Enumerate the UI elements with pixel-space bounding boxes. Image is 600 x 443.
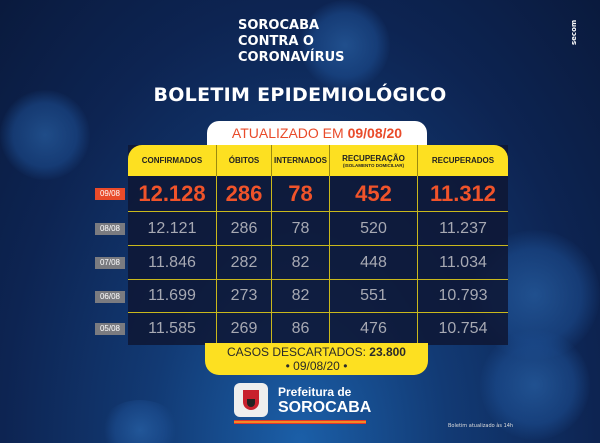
table-cell: 452 [330, 176, 418, 211]
column-label: ÓBITOS [228, 156, 260, 165]
prefeitura-logo: Prefeitura de SOROCABA [234, 383, 371, 424]
table-cell: 82 [272, 280, 330, 312]
table-cell: 269 [217, 313, 272, 345]
table-cell: 10.793 [438, 287, 488, 304]
campaign-title-line: CORONAVÍRUS [238, 50, 345, 65]
table-cell: 282 [217, 246, 272, 279]
column-label: CONFIRMADOS [141, 156, 203, 165]
campaign-title: SOROCABA CONTRA O CORONAVÍRUS [238, 18, 368, 66]
table-cell: 11.585 [128, 313, 217, 345]
column-header: RECUPERAÇÃO (ISOLAMENTO DOMICILIAR) [330, 145, 418, 176]
table-cell: 551 [330, 280, 418, 312]
table-cell: 86 [272, 313, 330, 345]
column-header: INTERNADOS [272, 145, 330, 176]
column-label: INTERNADOS [274, 156, 327, 165]
table-cell: 286 [217, 176, 272, 211]
row-date: 09/08 [95, 188, 125, 200]
flag-stripe [234, 420, 366, 424]
campaign-title-line: CONTRA O [238, 34, 314, 49]
row-date: 06/08 [95, 290, 125, 303]
table-cell: 11.699 [128, 280, 217, 312]
updated-banner: ATUALIZADO EM 09/08/20 [207, 121, 427, 145]
row-date: 05/08 [95, 323, 125, 335]
campaign-title-line: SOROCABA [238, 18, 320, 33]
table-row: 11.846 282 82 448 11.034 [128, 246, 508, 280]
discarded-date: • 09/08/20 • [285, 359, 348, 373]
table-row: 11.699 273 82 551 10.793 [128, 280, 508, 313]
column-label: RECUPERAÇÃO [342, 153, 405, 163]
table-row: 12.128 286 78 452 11.312 [128, 176, 508, 212]
table-cell: 273 [217, 280, 272, 312]
table-cell: 520 [330, 212, 418, 245]
update-note: Boletim atualizado às 14h [448, 423, 514, 429]
updated-date: 09/08/20 [347, 125, 403, 141]
column-header: CONFIRMADOS [128, 145, 217, 176]
table-cell: 78 [272, 212, 330, 245]
column-header: ÓBITOS [217, 145, 272, 176]
table-header: CONFIRMADOS ÓBITOS INTERNADOS RECUPERAÇÃ… [128, 145, 508, 176]
column-header: RECUPERADOS [418, 145, 508, 176]
coat-of-arms-icon [234, 383, 268, 417]
table-cell: 12.121 [128, 212, 217, 245]
virus-decoration [100, 400, 180, 443]
column-label: RECUPERADOS [431, 156, 495, 165]
table-cell: 12.128 [128, 176, 217, 211]
row-date: 07/08 [95, 257, 125, 269]
table-cell: 11.034 [439, 253, 487, 271]
table-cell: 82 [272, 246, 330, 279]
column-sublabel: (ISOLAMENTO DOMICILIAR) [343, 162, 404, 168]
table-cell: 11.237 [439, 219, 487, 237]
secom-label: secom [570, 19, 578, 45]
discarded-label: CASOS DESCARTADOS: [227, 345, 366, 359]
row-date: 08/08 [95, 223, 125, 235]
table-cell: 11.312 [429, 180, 497, 206]
table-cell: 10.754 [438, 320, 488, 337]
discarded-cases: CASOS DESCARTADOS: 23.800 • 09/08/20 • [205, 343, 428, 375]
table-row: 12.121 286 78 520 11.237 [128, 212, 508, 246]
table-cell: 286 [217, 212, 272, 245]
table-cell: 78 [272, 176, 330, 211]
virus-decoration [480, 330, 590, 440]
table-cell: 11.846 [128, 246, 217, 279]
stats-table: CONFIRMADOS ÓBITOS INTERNADOS RECUPERAÇÃ… [128, 145, 508, 345]
logo-line1: Prefeitura de [278, 385, 352, 399]
virus-decoration [300, 0, 390, 90]
virus-decoration [0, 90, 90, 180]
page-title: BOLETIM EPIDEMIOLÓGICO [153, 84, 447, 106]
table-row: 11.585 269 86 476 10.754 [128, 313, 508, 345]
table-cell: 476 [330, 313, 418, 345]
discarded-value: 23.800 [369, 345, 406, 359]
table-cell: 448 [330, 246, 418, 279]
updated-label: ATUALIZADO EM [231, 125, 344, 141]
logo-line2: SOROCABA [278, 399, 372, 416]
